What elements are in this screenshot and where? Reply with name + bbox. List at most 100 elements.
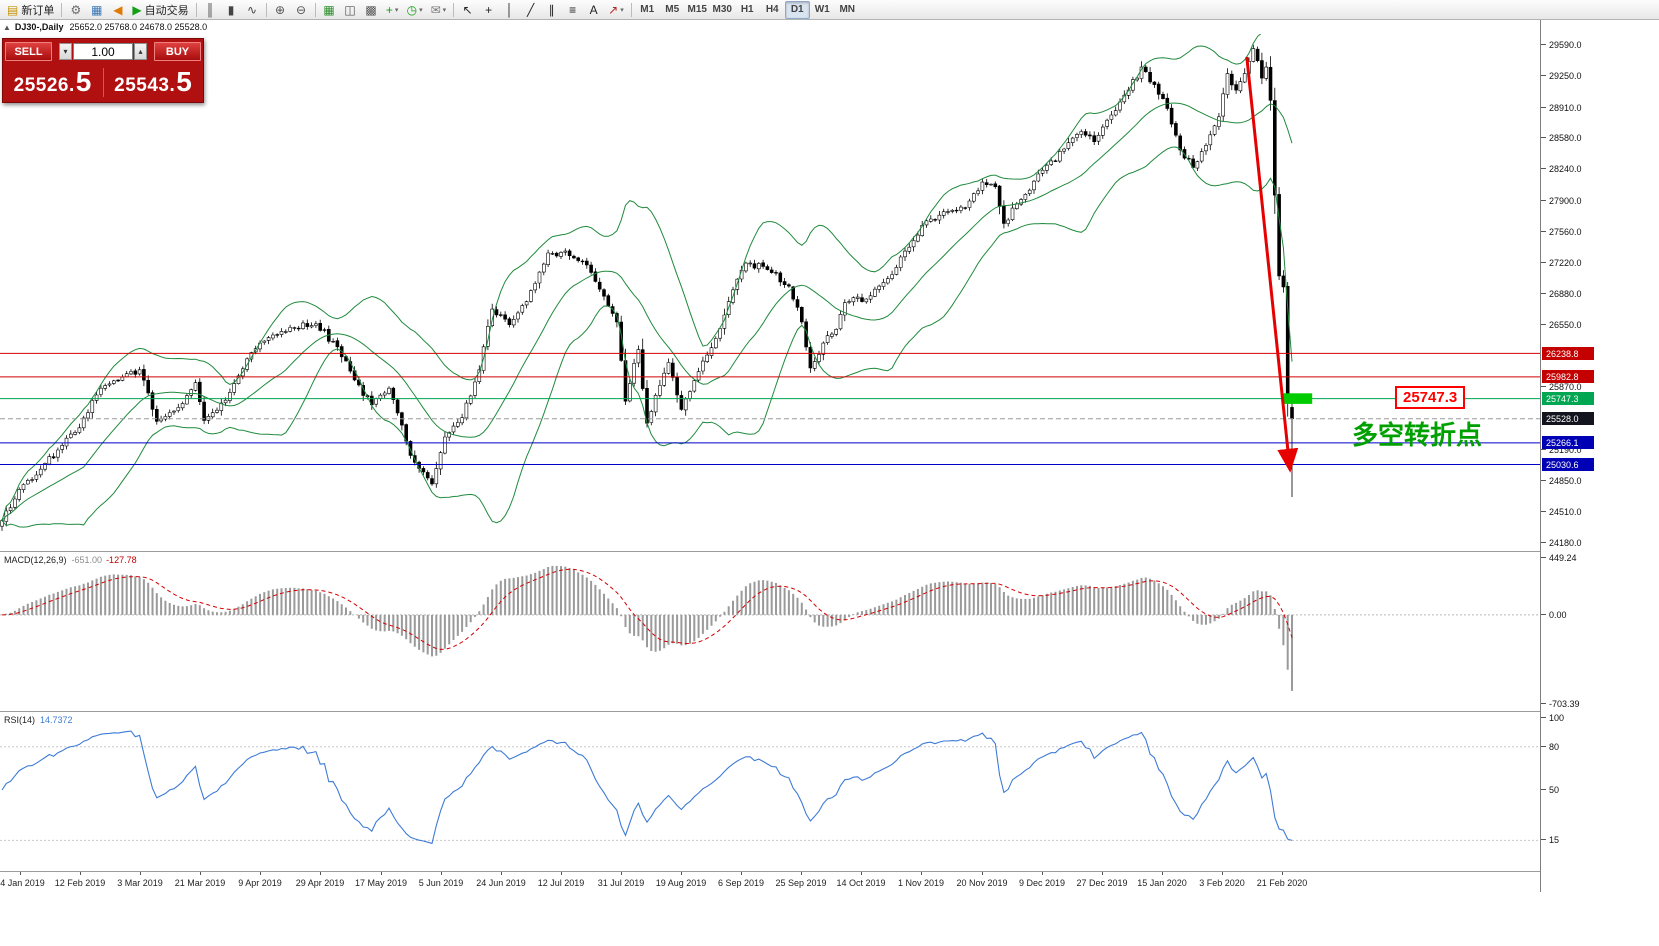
- tile-windows-button[interactable]: ▦: [319, 1, 340, 19]
- new-order-button-label: 新订单: [21, 4, 55, 17]
- turning-point-note[interactable]: 多空转折点: [1352, 421, 1483, 451]
- collapse-trade-panel-icon[interactable]: ▲: [3, 22, 11, 32]
- template-button[interactable]: ✉ ▾: [427, 1, 451, 19]
- date-axis-tick: [1102, 872, 1103, 875]
- volume-increase-button[interactable]: ▴: [134, 43, 147, 60]
- line-chart-button[interactable]: ∿: [242, 1, 263, 19]
- timeframe-h1[interactable]: H1: [735, 1, 760, 19]
- date-axis-label: 3 Mar 2019: [117, 878, 163, 888]
- tools-button[interactable]: ⚙: [65, 1, 86, 19]
- macd-histogram: [5, 565, 1293, 691]
- dropdown-arrow-icon: ▾: [419, 6, 423, 14]
- bar-chart-button[interactable]: ║: [200, 1, 221, 19]
- period-button[interactable]: ◷ ▾: [403, 1, 427, 19]
- date-axis-tick: [441, 872, 442, 875]
- rsi-name: RSI(14): [4, 715, 36, 725]
- macd-indicator-panel[interactable]: [0, 552, 1540, 712]
- main-price-chart[interactable]: [0, 34, 1540, 552]
- date-axis-tick: [260, 872, 261, 875]
- zoom-in-button[interactable]: ⊕: [270, 1, 291, 19]
- new-order-button[interactable]: ▤ 新订单: [3, 1, 58, 19]
- zoom-in-icon: ⊕: [275, 2, 286, 17]
- timeframe-m30[interactable]: M30: [710, 1, 735, 19]
- arrows-button[interactable]: ↗ ▾: [604, 1, 628, 19]
- price-axis[interactable]: 29590.0 29250.0 28910.0 28580.0 28240.0 27900…: [1540, 20, 1659, 892]
- date-axis-tick: [1162, 872, 1163, 875]
- rsi-indicator-panel[interactable]: [0, 712, 1540, 872]
- crash-arrow[interactable]: [1245, 56, 1299, 473]
- macd-axis-tick: -703.39: [1541, 699, 1580, 709]
- date-axis[interactable]: 24 Jan 2019 12 Feb 2019 3 Mar 2019 21 Mar 2…: [0, 872, 1540, 892]
- symbol-ohlc-values: 25652.0 25768.0 24678.0 25528.0: [69, 22, 208, 32]
- ohlc-bars-icon: ║: [205, 2, 215, 17]
- text-icon: A: [589, 2, 598, 17]
- trendline-icon: ╱: [527, 2, 535, 17]
- bollinger-upper-band: [1, 34, 1262, 521]
- buy-price-main: 25543.: [114, 74, 176, 96]
- rsi-axis-tick: 50: [1540, 785, 1560, 795]
- macd-signal-value: -127.78: [106, 555, 137, 565]
- text-label-button[interactable]: A: [583, 1, 604, 19]
- date-axis-label: 20 Nov 2019: [956, 878, 1008, 888]
- fibonacci-button[interactable]: ≡: [562, 1, 583, 19]
- price-axis-tick: 29590.0: [1541, 40, 1582, 50]
- date-axis-tick: [501, 872, 502, 875]
- buy-button[interactable]: BUY: [154, 42, 201, 61]
- timeframe-d1[interactable]: D1: [784, 0, 810, 19]
- price-axis-tick: 28910.0: [1541, 103, 1582, 113]
- cursor-button[interactable]: ↖: [457, 1, 478, 19]
- cascade-windows-button[interactable]: ▩: [361, 1, 382, 19]
- timeframe-d1-label: D1: [790, 4, 804, 15]
- price-axis-tick: 24850.0: [1541, 476, 1582, 486]
- trade-panel-prices: 25526. 5 25543. 5: [3, 62, 203, 102]
- timeframe-h4[interactable]: H4: [760, 1, 785, 19]
- news-button[interactable]: ◀: [107, 1, 128, 19]
- timeframe-mn-label: MN: [839, 4, 856, 15]
- tile-windows-icon: ▦: [323, 2, 335, 17]
- timeframe-w1-label: W1: [814, 4, 830, 15]
- auto-trading-button[interactable]: ▶ 自动交易: [128, 1, 192, 19]
- sell-button[interactable]: SELL: [5, 42, 52, 61]
- buy-price[interactable]: 25543. 5: [104, 67, 204, 97]
- arrange-windows-icon: ◫: [344, 2, 356, 17]
- chart-window-button[interactable]: ▦: [86, 1, 107, 19]
- price-flag-label[interactable]: 25747.3: [1395, 386, 1466, 409]
- chart-symbol-bar: ▲ DJ30-,Daily 25652.0 25768.0 24678.0 25…: [0, 20, 1540, 34]
- price-axis-tick: 27900.0: [1541, 196, 1582, 206]
- panel-separator: [0, 871, 1659, 872]
- date-axis-label: 6 Sep 2019: [717, 878, 765, 888]
- volume-input[interactable]: [73, 43, 133, 60]
- zoom-out-button[interactable]: ⊖: [291, 1, 312, 19]
- toolbar-separator: [61, 2, 63, 17]
- price-axis-tick: 26880.0: [1541, 289, 1582, 299]
- panel-separator[interactable]: [0, 711, 1659, 712]
- trendline-button[interactable]: ╱: [520, 1, 541, 19]
- timeframe-w1[interactable]: W1: [810, 1, 835, 19]
- price-axis-tick: 27220.0: [1541, 258, 1582, 268]
- cursor-icon: ↖: [462, 2, 473, 17]
- timeframe-h1-label: H1: [740, 4, 754, 15]
- vertical-line-button[interactable]: │: [499, 1, 520, 19]
- candlestick-chart-button[interactable]: ▮: [221, 1, 242, 19]
- date-axis-tick: [621, 872, 622, 875]
- sell-price-main: 25526.: [13, 74, 75, 96]
- timeframe-m1[interactable]: M1: [635, 1, 660, 19]
- add-indicator-button[interactable]: + ▾: [382, 1, 403, 19]
- dropdown-arrow-icon: ▾: [620, 6, 624, 14]
- volume-decrease-button[interactable]: ▾: [59, 43, 72, 60]
- support-highlight-rect[interactable]: [1283, 393, 1313, 404]
- sell-price[interactable]: 25526. 5: [3, 67, 104, 97]
- panel-separator[interactable]: [0, 551, 1659, 552]
- up-candles: [0, 48, 1268, 527]
- arrange-windows-button[interactable]: ◫: [340, 1, 361, 19]
- new-order-icon: ▤: [7, 2, 19, 17]
- channel-button[interactable]: ∥: [541, 1, 562, 19]
- timeframe-mn[interactable]: MN: [835, 1, 860, 19]
- timeframe-m5-label: M5: [665, 4, 680, 15]
- rsi-axis-tick: 15: [1540, 835, 1560, 845]
- crosshair-button[interactable]: +: [478, 1, 499, 19]
- timeframe-m5[interactable]: M5: [660, 1, 685, 19]
- date-axis-tick: [561, 872, 562, 875]
- timeframe-m15[interactable]: M15: [685, 1, 710, 19]
